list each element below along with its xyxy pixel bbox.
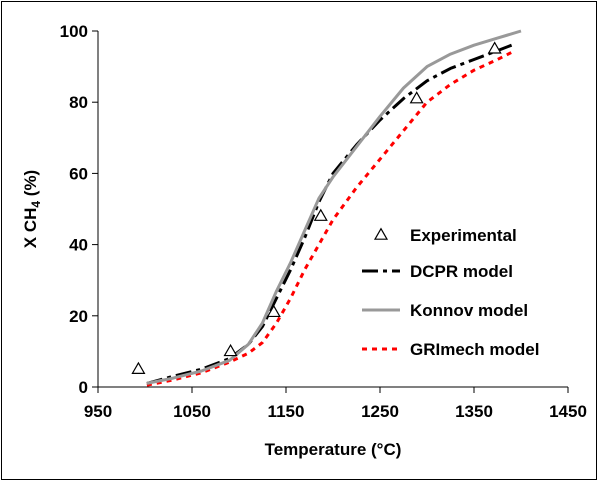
legend-item-dcpr-model: DCPR model [362,262,513,281]
x-tick-label: 1150 [268,402,305,421]
x-tick-label: 1350 [455,402,493,421]
experimental-point [487,41,502,54]
legend: Experimental DCPR model Konnov model GRImec… [362,226,539,359]
series-layer [131,29,522,387]
y-tick-label: 0 [79,378,88,397]
legend-label-experimental: Experimental [410,226,517,245]
legend-item-experimental: Experimental [373,226,517,245]
legend-label-konnov-model: Konnov model [410,301,528,320]
legend-item-grimech-model: GRImech model [362,340,539,359]
y-tick-label: 40 [69,236,88,255]
legend-label-grimech-model: GRImech model [410,340,539,359]
y-axis-title: X CH4 (%) [21,170,43,248]
dcpr-model-line [146,43,513,385]
y-tick-label: 60 [69,164,88,183]
x-tick-label: 950 [84,402,112,421]
axes [97,31,568,388]
experimental-point [266,304,281,318]
x-tick-label: 1250 [361,402,399,421]
experimental-point [313,208,328,221]
legend-label-dcpr-model: DCPR model [410,262,513,281]
experimental-point [131,361,146,374]
x-axis-title: Temperature (°C) [265,440,402,459]
y-tick-label: 20 [69,307,88,326]
ticks: 0 20 40 60 80 100 950 1050 1150 1250 1350 1450 [60,22,587,421]
experimental-point [409,91,424,104]
konnov-model-line [146,29,522,385]
legend-item-konnov-model: Konnov model [362,301,528,320]
x-tick-label: 1450 [549,402,587,421]
grimech-model-line [146,51,513,387]
y-tick-label: 80 [69,93,88,112]
y-tick-label: 100 [60,22,88,41]
experimental-point [223,343,238,357]
legend-swatch-experimental [373,227,389,240]
x-tick-label: 1050 [173,402,211,421]
